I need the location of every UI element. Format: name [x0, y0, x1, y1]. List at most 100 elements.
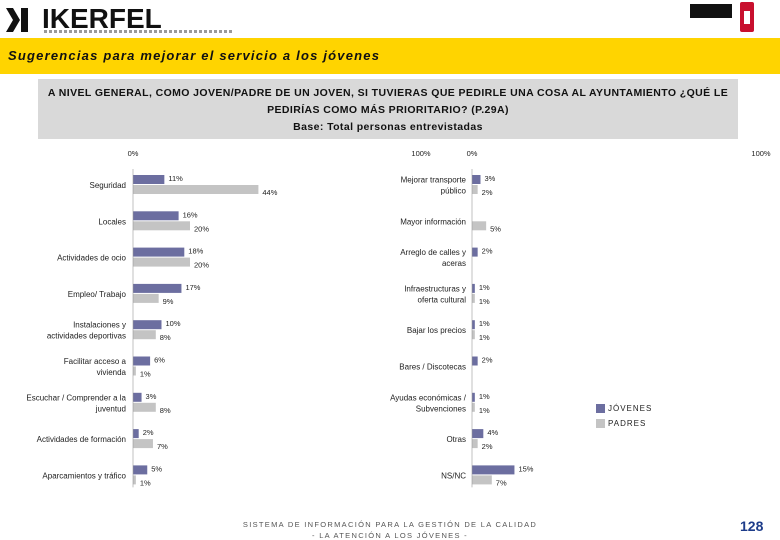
data-label-padres: 1%	[479, 406, 490, 415]
bar-jovenes	[133, 356, 151, 366]
category-label: Mayor información	[400, 217, 466, 226]
bar-jovenes	[472, 283, 475, 293]
legend-swatch-padres	[596, 419, 605, 428]
bar-jovenes	[133, 392, 142, 402]
legend-label-padres: PADRES	[608, 419, 647, 428]
bar-padres	[472, 293, 475, 303]
legend-item-padres: PADRES	[596, 416, 652, 431]
bar-jovenes	[472, 429, 484, 439]
category-label: vivienda	[97, 368, 127, 377]
data-label-padres: 2%	[482, 442, 493, 451]
institution-logos	[690, 2, 776, 36]
axis-min-label: 0%	[128, 149, 139, 158]
data-label-jovenes: 10%	[166, 319, 181, 328]
page-title: Sugerencias para mejorar el servicio a l…	[8, 48, 381, 63]
legend-swatch-jovenes	[596, 404, 605, 413]
footer-line-1: SISTEMA DE INFORMACIÓN PARA LA GESTIÓN D…	[242, 520, 538, 529]
question-base: Base: Total personas entrevistadas	[293, 121, 483, 133]
data-label-jovenes: 18%	[188, 247, 203, 256]
title-bar: Sugerencias para mejorar el servicio a l…	[0, 38, 780, 74]
ikerfel-chevron-icon	[6, 8, 28, 32]
bar-jovenes	[472, 175, 481, 184]
category-label: actividades deportivas	[47, 332, 126, 341]
bar-jovenes	[133, 465, 148, 475]
data-label-jovenes: 4%	[487, 428, 498, 437]
question-line-1: A NIVEL GENERAL, COMO JOVEN/PADRE DE UN …	[47, 87, 729, 99]
category-label: NS/NC	[441, 471, 466, 480]
bar-jovenes	[133, 211, 179, 221]
bar-jovenes	[472, 247, 478, 257]
category-label: Bares / Discotecas	[399, 363, 466, 372]
bar-jovenes	[133, 429, 139, 439]
data-label-padres: 8%	[160, 406, 171, 415]
category-label: Infraestructuras y	[404, 284, 466, 293]
bar-padres	[133, 439, 153, 449]
data-label-jovenes: 1%	[479, 319, 490, 328]
legend-item-jovenes: JÓVENES	[596, 401, 652, 416]
bar-padres	[133, 257, 190, 267]
axis-min-label: 0%	[467, 149, 478, 158]
data-label-padres: 20%	[194, 261, 209, 270]
category-label: Ayudas económicas /	[390, 393, 467, 402]
bar-padres	[472, 402, 475, 412]
logo-tagline	[44, 30, 234, 33]
bar-padres	[133, 402, 156, 412]
category-label: Subvenciones	[416, 404, 466, 413]
category-label: oferta cultural	[418, 295, 467, 304]
data-label-padres: 20%	[194, 224, 209, 233]
bar-padres	[133, 366, 136, 376]
data-label-jovenes: 16%	[183, 210, 198, 219]
bar-jovenes	[472, 356, 478, 366]
bar-padres	[472, 475, 492, 485]
data-label-padres: 7%	[496, 478, 507, 487]
data-label-jovenes: 1%	[479, 283, 490, 292]
category-label: Arreglo de calles y	[400, 248, 466, 257]
data-label-jovenes: 17%	[185, 283, 200, 292]
category-label: Mejorar transporte	[401, 176, 467, 185]
axis-max-label: 100%	[751, 149, 771, 158]
question-line-2: PEDIRÍAS COMO MÁS PRIORITARIO? (P.29A)	[267, 104, 509, 116]
city-shield-icon	[740, 2, 754, 32]
bar-padres	[133, 185, 259, 194]
data-label-jovenes: 6%	[154, 356, 165, 365]
category-label: Otras	[446, 435, 466, 444]
data-label-jovenes: 2%	[482, 247, 493, 256]
company-logo: IKERFEL	[42, 3, 162, 34]
data-label-padres: 8%	[160, 333, 171, 342]
footer-line-2: - LA ATENCIÓN A LOS JÓVENES -	[312, 531, 468, 540]
data-label-padres: 1%	[140, 478, 151, 487]
bar-padres	[133, 221, 190, 231]
category-label: Escuchar / Comprender a la	[26, 393, 126, 402]
data-label-jovenes: 3%	[146, 392, 157, 401]
data-label-jovenes: 15%	[518, 464, 533, 473]
data-label-jovenes: 3%	[484, 174, 495, 183]
top-header: IKERFEL	[0, 0, 780, 38]
data-label-padres: 44%	[262, 188, 277, 197]
bar-padres	[472, 439, 478, 449]
category-label: Aparcamientos y tráfico	[42, 471, 126, 480]
data-label-padres: 7%	[157, 442, 168, 451]
data-label-padres: 1%	[479, 333, 490, 342]
category-label: Bajar los precios	[407, 326, 466, 335]
bar-padres	[133, 475, 136, 485]
footer: SISTEMA DE INFORMACIÓN PARA LA GESTIÓN D…	[230, 519, 550, 540]
bar-padres	[133, 293, 159, 303]
bar-jovenes	[133, 283, 182, 293]
legend-label-jovenes: JÓVENES	[608, 404, 653, 413]
category-label: juventud	[95, 404, 126, 413]
bar-padres	[472, 221, 487, 231]
bar-jovenes	[472, 320, 475, 330]
data-label-jovenes: 2%	[482, 356, 493, 365]
bar-jovenes	[133, 247, 185, 257]
question-box: A NIVEL GENERAL, COMO JOVEN/PADRE DE UN …	[38, 79, 738, 139]
axis-max-label: 100%	[411, 149, 431, 158]
page-number: 128	[740, 518, 764, 534]
category-label: Facilitar acceso a	[64, 357, 127, 366]
category-label: Instalaciones y	[73, 321, 126, 330]
category-label: aceras	[442, 259, 466, 268]
chart-legend: JÓVENES PADRES	[596, 401, 652, 431]
data-label-jovenes: 1%	[479, 392, 490, 401]
bar-padres	[472, 185, 478, 194]
bar-jovenes	[472, 392, 475, 402]
